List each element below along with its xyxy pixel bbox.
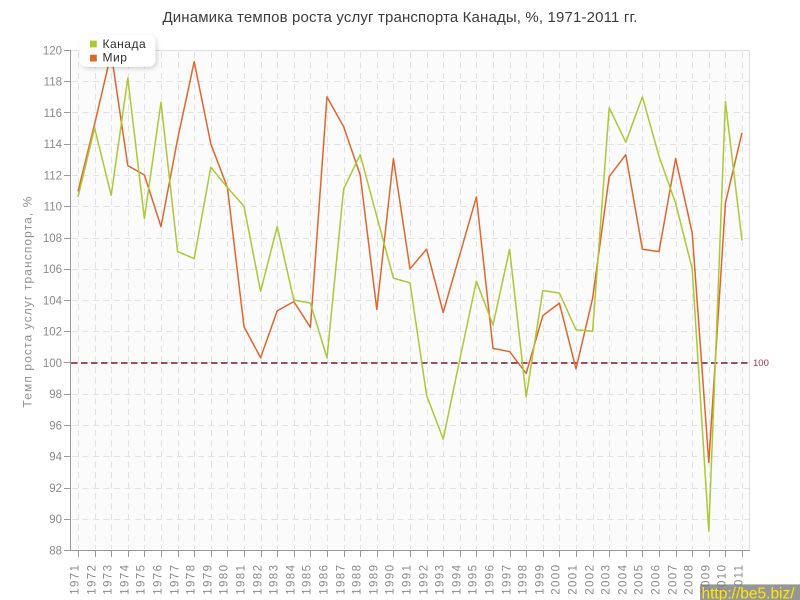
svg-text:2000: 2000: [551, 564, 563, 595]
svg-text:1996: 1996: [485, 564, 497, 595]
svg-text:Динамика темпов роста услуг тр: Динамика темпов роста услуг транспорта К…: [162, 9, 637, 26]
svg-text:2003: 2003: [601, 564, 613, 595]
svg-text:1976: 1976: [153, 564, 165, 595]
svg-text:1974: 1974: [120, 564, 132, 595]
svg-text:1999: 1999: [535, 564, 547, 595]
svg-text:1989: 1989: [369, 564, 381, 595]
svg-text:1983: 1983: [269, 564, 281, 595]
svg-text:104: 104: [43, 295, 63, 307]
svg-text:Канада: Канада: [103, 37, 147, 51]
svg-text:1992: 1992: [419, 564, 431, 595]
svg-text:1981: 1981: [236, 564, 248, 595]
svg-text:1994: 1994: [452, 564, 464, 595]
svg-text:88: 88: [49, 545, 62, 557]
svg-text:110: 110: [44, 202, 62, 214]
svg-text:1980: 1980: [219, 564, 231, 595]
svg-text:1985: 1985: [302, 564, 314, 595]
svg-text:http://be5.biz/: http://be5.biz/: [702, 586, 796, 600]
svg-text:1990: 1990: [385, 564, 397, 595]
svg-text:100: 100: [753, 358, 769, 369]
svg-text:114: 114: [44, 139, 63, 151]
svg-text:1975: 1975: [136, 564, 148, 595]
svg-text:94: 94: [49, 452, 62, 464]
svg-text:98: 98: [49, 389, 62, 401]
svg-text:1998: 1998: [518, 564, 530, 595]
svg-text:Темп роста услуг транспорта, %: Темп роста услуг транспорта, %: [21, 195, 35, 407]
svg-text:1986: 1986: [319, 564, 331, 595]
svg-text:102: 102: [43, 327, 62, 339]
svg-text:2004: 2004: [618, 564, 630, 595]
svg-text:1971: 1971: [70, 564, 82, 595]
svg-text:100: 100: [43, 358, 62, 370]
svg-text:1978: 1978: [186, 564, 198, 595]
svg-text:1995: 1995: [468, 564, 480, 595]
svg-text:2002: 2002: [585, 564, 597, 595]
svg-text:92: 92: [49, 483, 62, 495]
svg-text:106: 106: [43, 264, 62, 276]
svg-text:1982: 1982: [253, 564, 265, 595]
svg-text:90: 90: [49, 514, 62, 526]
svg-text:120: 120: [43, 45, 62, 57]
svg-text:2005: 2005: [634, 564, 646, 595]
svg-text:1977: 1977: [170, 564, 182, 595]
svg-text:2007: 2007: [668, 564, 680, 595]
svg-text:1979: 1979: [203, 564, 215, 595]
svg-text:1997: 1997: [502, 564, 514, 595]
svg-text:2008: 2008: [684, 564, 696, 595]
svg-text:1991: 1991: [402, 564, 414, 595]
svg-text:Мир: Мир: [103, 50, 128, 64]
svg-text:108: 108: [43, 233, 62, 245]
svg-text:116: 116: [44, 108, 62, 120]
svg-text:2006: 2006: [651, 564, 663, 595]
svg-text:1984: 1984: [286, 564, 298, 595]
svg-text:1993: 1993: [435, 564, 447, 595]
svg-text:112: 112: [44, 170, 62, 182]
svg-text:1987: 1987: [336, 564, 348, 595]
svg-text:96: 96: [49, 420, 62, 432]
svg-text:118: 118: [44, 77, 62, 89]
svg-text:1973: 1973: [103, 564, 115, 595]
svg-text:1972: 1972: [87, 564, 99, 595]
svg-text:2001: 2001: [568, 564, 580, 595]
svg-text:1988: 1988: [352, 564, 364, 595]
